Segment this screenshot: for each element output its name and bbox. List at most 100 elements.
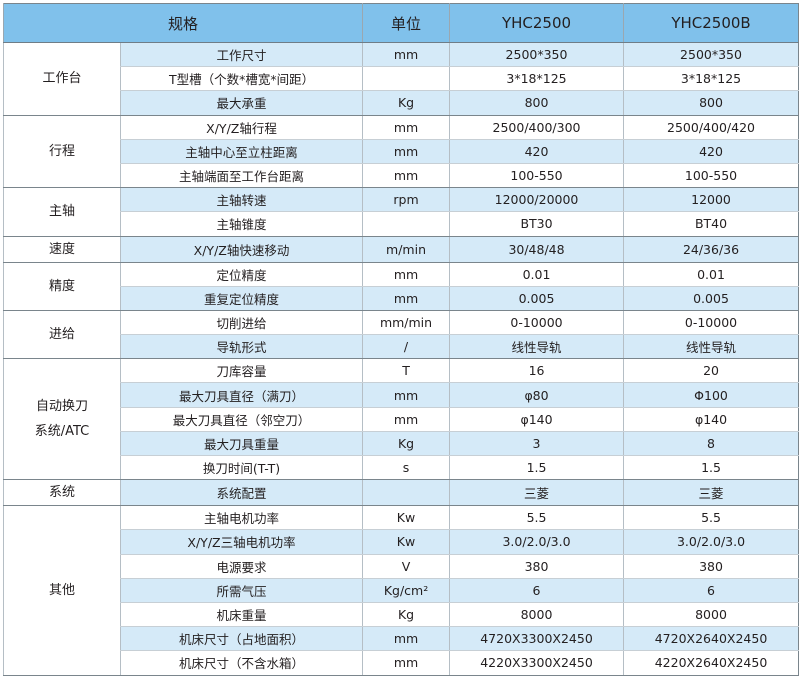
table-row: 其他 主轴电机功率 Kw 5.5 5.5 bbox=[3, 505, 799, 676]
table-row: 最大刀具重量 Kg 3 8 bbox=[4, 431, 799, 457]
table-row: 自动换刀 系统/ATC 刀库容量 T 16 20 bbox=[3, 358, 799, 481]
model-b-value: 420 bbox=[623, 139, 799, 164]
item-cell: X/Y/Z轴快速移动 bbox=[119, 236, 363, 263]
table-row: 机床尺寸（不含水箱） mm 4220X3300X2450 4220X2640X2450 bbox=[4, 650, 799, 676]
spec-table: 规格 单位 YHC2500 YHC2500B 工作台 工作尺寸 mm 2500*350… bbox=[2, 3, 800, 676]
group-label: 其他 bbox=[3, 505, 121, 676]
model-a-value: 线性导轨 bbox=[449, 334, 624, 360]
model-b-value: 2500*350 bbox=[623, 42, 799, 68]
model-b-value: 24/36/36 bbox=[623, 236, 799, 263]
model-a-value: 5.5 bbox=[449, 505, 624, 531]
model-a-value: 2500/400/300 bbox=[449, 115, 624, 140]
unit-cell: mm bbox=[362, 42, 450, 68]
unit-cell: Kg/cm² bbox=[362, 578, 450, 603]
item-cell: 机床尺寸（不含水箱） bbox=[119, 650, 363, 676]
item-cell: 导轨形式 bbox=[119, 334, 363, 360]
item-cell: 主轴转速 bbox=[119, 187, 363, 213]
item-cell: 工作尺寸 bbox=[119, 42, 363, 68]
table-row: X/Y/Z三轴电机功率 Kw 3.0/2.0/3.0 3.0/2.0/3.0 bbox=[4, 529, 799, 555]
table-row: 主轴端面至工作台距离 mm 100-550 100-550 bbox=[4, 163, 799, 189]
header-model-a: YHC2500 bbox=[449, 3, 624, 43]
unit-cell: mm bbox=[362, 407, 450, 432]
group-label: 进给 bbox=[3, 310, 121, 360]
model-b-value: 4220X2640X2450 bbox=[623, 650, 799, 676]
item-cell: 切削进给 bbox=[119, 310, 363, 336]
model-b-value: Φ100 bbox=[623, 382, 799, 408]
model-b-value: 8 bbox=[623, 431, 799, 457]
model-a-value: 3 bbox=[449, 431, 624, 457]
table-row: 速度 X/Y/Z轴快速移动 m/min 30/48/48 24/36/36 bbox=[3, 236, 799, 263]
item-cell: 最大承重 bbox=[119, 90, 363, 116]
table-row: 机床重量 Kg 8000 8000 bbox=[4, 602, 799, 628]
model-b-value: 1.5 bbox=[623, 455, 799, 481]
unit-cell bbox=[362, 66, 450, 92]
unit-cell: mm bbox=[362, 262, 450, 287]
model-b-value: 2500/400/420 bbox=[623, 115, 799, 140]
group-label: 精度 bbox=[3, 262, 121, 311]
model-b-value: 380 bbox=[623, 554, 799, 579]
unit-cell: mm bbox=[362, 163, 450, 189]
unit-cell: / bbox=[362, 334, 450, 360]
table-row: 行程 X/Y/Z轴行程 mm 2500/400/300 2500/400/420 bbox=[3, 115, 799, 189]
model-b-value: 3*18*125 bbox=[623, 66, 799, 92]
table-row: 最大刀具直径（满刀） mm φ80 Φ100 bbox=[4, 382, 799, 408]
model-b-value: φ140 bbox=[623, 407, 799, 432]
item-cell: T型槽（个数*槽宽*间距） bbox=[119, 66, 363, 92]
model-a-value: 三菱 bbox=[449, 479, 624, 507]
model-b-value: 0.005 bbox=[623, 286, 799, 311]
model-a-value: 3*18*125 bbox=[449, 66, 624, 92]
unit-cell: mm bbox=[362, 286, 450, 311]
table-row: 机床尺寸（占地面积） mm 4720X3300X2450 4720X2640X2450 bbox=[4, 626, 799, 652]
model-a-value: 16 bbox=[449, 358, 624, 384]
item-cell: 重复定位精度 bbox=[119, 286, 363, 311]
unit-cell: rpm bbox=[362, 187, 450, 213]
model-a-value: 420 bbox=[449, 139, 624, 164]
item-cell: 主轴锥度 bbox=[119, 211, 363, 237]
unit-cell: Kg bbox=[362, 602, 450, 628]
unit-cell: mm bbox=[362, 650, 450, 676]
unit-cell: Kg bbox=[362, 90, 450, 116]
unit-cell: V bbox=[362, 554, 450, 579]
item-cell: 换刀时间(T-T) bbox=[119, 455, 363, 481]
header-row: 规格 单位 YHC2500 YHC2500B bbox=[2, 3, 799, 43]
model-a-value: 0-10000 bbox=[449, 310, 624, 336]
table-row: T型槽（个数*槽宽*间距） 3*18*125 3*18*125 bbox=[4, 66, 799, 92]
model-a-value: 12000/20000 bbox=[449, 187, 624, 213]
model-b-value: 0-10000 bbox=[623, 310, 799, 336]
table-row: 电源要求 V 380 380 bbox=[4, 554, 799, 579]
table-row: 换刀时间(T-T) s 1.5 1.5 bbox=[4, 455, 799, 481]
model-b-value: 三菱 bbox=[623, 479, 799, 507]
header-spec: 规格 bbox=[2, 3, 363, 43]
unit-cell: mm bbox=[362, 139, 450, 164]
group-label: 系统 bbox=[3, 479, 121, 507]
table-row: 所需气压 Kg/cm² 6 6 bbox=[4, 578, 799, 603]
unit-cell: Kw bbox=[362, 529, 450, 555]
table-row: 主轴锥度 BT30 BT40 bbox=[4, 211, 799, 237]
model-a-value: 3.0/2.0/3.0 bbox=[449, 529, 624, 555]
model-a-value: BT30 bbox=[449, 211, 624, 237]
item-cell: 最大刀具重量 bbox=[119, 431, 363, 457]
item-cell: X/Y/Z三轴电机功率 bbox=[119, 529, 363, 555]
unit-cell: mm bbox=[362, 382, 450, 408]
model-a-value: φ140 bbox=[449, 407, 624, 432]
unit-cell: Kw bbox=[362, 505, 450, 531]
item-cell: 主轴端面至工作台距离 bbox=[119, 163, 363, 189]
table-row: 进给 切削进给 mm/min 0-10000 0-10000 bbox=[3, 310, 799, 360]
item-cell: 机床重量 bbox=[119, 602, 363, 628]
unit-cell bbox=[362, 479, 450, 507]
group-label: 工作台 bbox=[3, 42, 121, 116]
table-row: 主轴 主轴转速 rpm 12000/20000 12000 bbox=[3, 187, 799, 237]
header-unit: 单位 bbox=[362, 3, 450, 43]
model-a-value: φ80 bbox=[449, 382, 624, 408]
model-a-value: 30/48/48 bbox=[449, 236, 624, 263]
model-b-value: 12000 bbox=[623, 187, 799, 213]
unit-cell: Kg bbox=[362, 431, 450, 457]
model-b-value: 线性导轨 bbox=[623, 334, 799, 360]
table-row: 导轨形式 / 线性导轨 线性导轨 bbox=[4, 334, 799, 360]
model-a-value: 0.005 bbox=[449, 286, 624, 311]
item-cell: 最大刀具直径（邻空刀） bbox=[119, 407, 363, 432]
model-b-value: 20 bbox=[623, 358, 799, 384]
unit-cell: mm bbox=[362, 115, 450, 140]
item-cell: 所需气压 bbox=[119, 578, 363, 603]
item-cell: 机床尺寸（占地面积） bbox=[119, 626, 363, 652]
